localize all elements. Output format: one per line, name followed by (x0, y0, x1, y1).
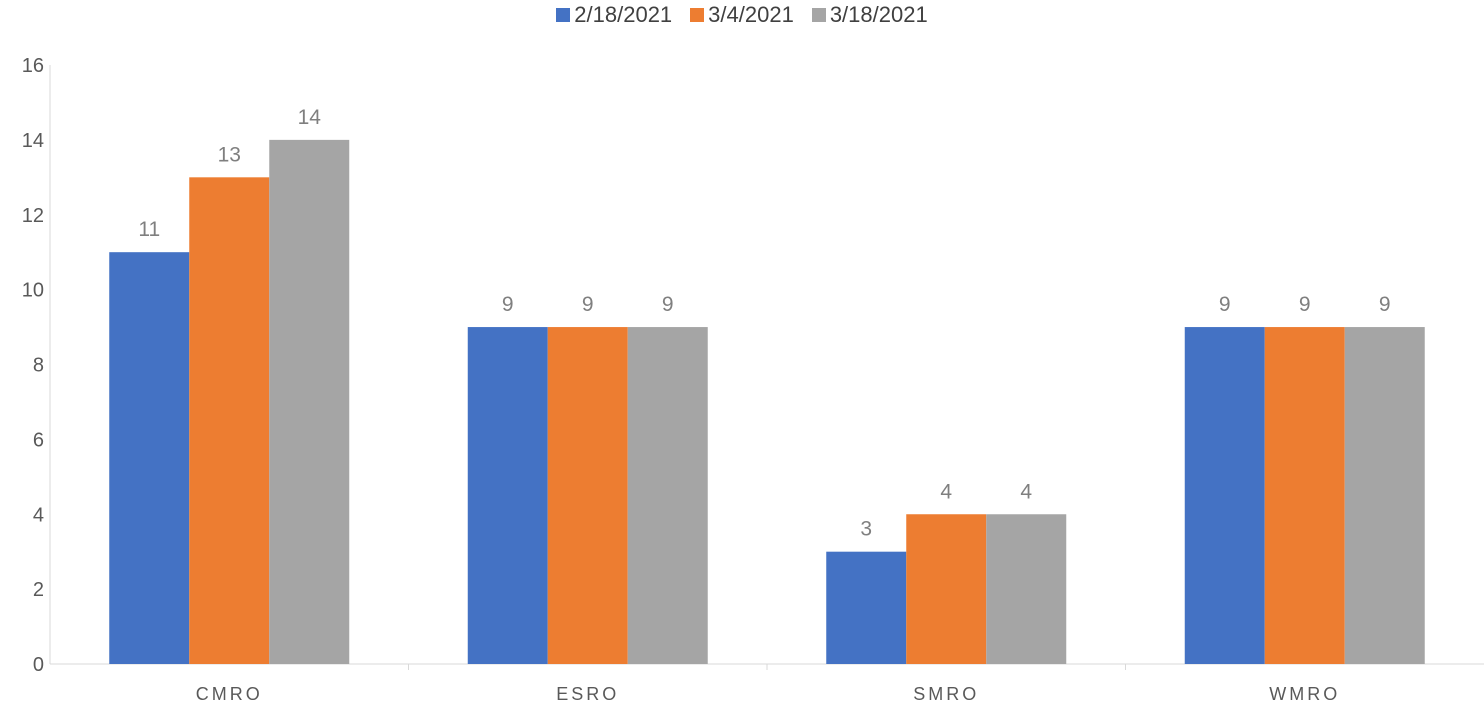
legend-item: 3/18/2021 (811, 2, 928, 28)
bar-data-label: 3 (860, 518, 872, 541)
bar-data-label: 9 (662, 293, 674, 316)
bar-data-label: 14 (298, 106, 322, 129)
bar (906, 514, 987, 664)
y-tick-label: 14 (22, 130, 44, 152)
y-tick-label: 0 (33, 654, 44, 676)
y-tick-label: 16 (22, 55, 44, 77)
y-tick-label: 8 (33, 355, 44, 377)
y-tick-label: 10 (22, 280, 44, 302)
x-category-label: ESRO (556, 684, 619, 702)
y-tick-label: 2 (33, 579, 44, 601)
bar-data-label: 9 (502, 293, 514, 316)
y-tick-label: 6 (33, 429, 44, 451)
legend-item: 2/18/2021 (556, 2, 672, 28)
bar (269, 139, 350, 664)
bar (109, 252, 190, 664)
bar (547, 327, 628, 664)
legend-swatch (690, 8, 705, 22)
legend-item: 3/4/2021 (690, 2, 794, 28)
bar-data-label: 9 (1299, 293, 1311, 316)
legend-swatch (811, 8, 826, 22)
bar (189, 177, 270, 664)
chart-legend: 2/18/2021 3/4/2021 3/18/2021 (0, 2, 1484, 28)
chart-data-labels: 11 13 14 9 9 9 3 4 4 9 9 9 (138, 106, 1390, 541)
bar-data-label: 9 (1379, 293, 1391, 316)
bar (986, 514, 1067, 664)
bar (467, 327, 548, 664)
x-category-label: CMRO (196, 684, 263, 702)
bar (1344, 327, 1425, 664)
y-tick-label: 4 (33, 504, 44, 526)
x-category-label: SMRO (913, 684, 979, 702)
y-tick-label: 12 (22, 205, 44, 227)
bar-data-label: 4 (1020, 480, 1032, 503)
bar (826, 551, 907, 664)
legend-label: 2/18/2021 (574, 2, 673, 27)
bar (1264, 327, 1345, 664)
bar-data-label: 11 (138, 218, 160, 241)
bar-data-label: 4 (940, 480, 952, 503)
chart-axes: 0 2 4 6 8 10 12 14 16 CMRO ESRO SMRO WMRO (22, 55, 1484, 702)
legend-label: 3/4/2021 (708, 2, 794, 27)
bar (627, 327, 708, 664)
bar-data-label: 13 (218, 143, 241, 166)
x-category-label: WMRO (1269, 684, 1340, 702)
chart-bars (109, 139, 1425, 664)
legend-label: 3/18/2021 (829, 2, 928, 27)
bar (1184, 327, 1265, 664)
legend-swatch (556, 8, 571, 22)
bar-data-label: 9 (1219, 293, 1231, 316)
bar-data-label: 9 (582, 293, 594, 316)
